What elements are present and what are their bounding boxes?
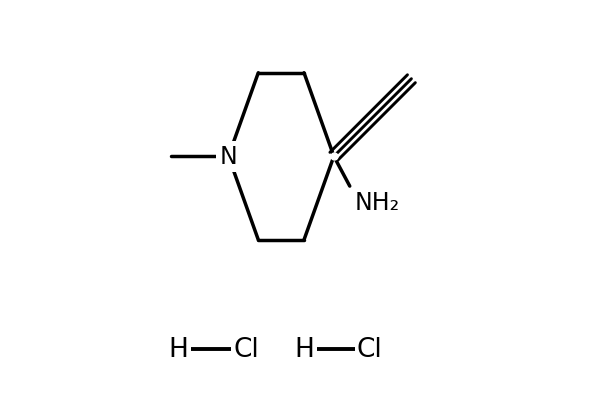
- Text: NH₂: NH₂: [355, 190, 400, 215]
- Text: Cl: Cl: [357, 336, 383, 362]
- Text: H: H: [169, 336, 188, 362]
- Text: Cl: Cl: [233, 336, 259, 362]
- Text: H: H: [294, 336, 314, 362]
- Text: N: N: [219, 145, 237, 169]
